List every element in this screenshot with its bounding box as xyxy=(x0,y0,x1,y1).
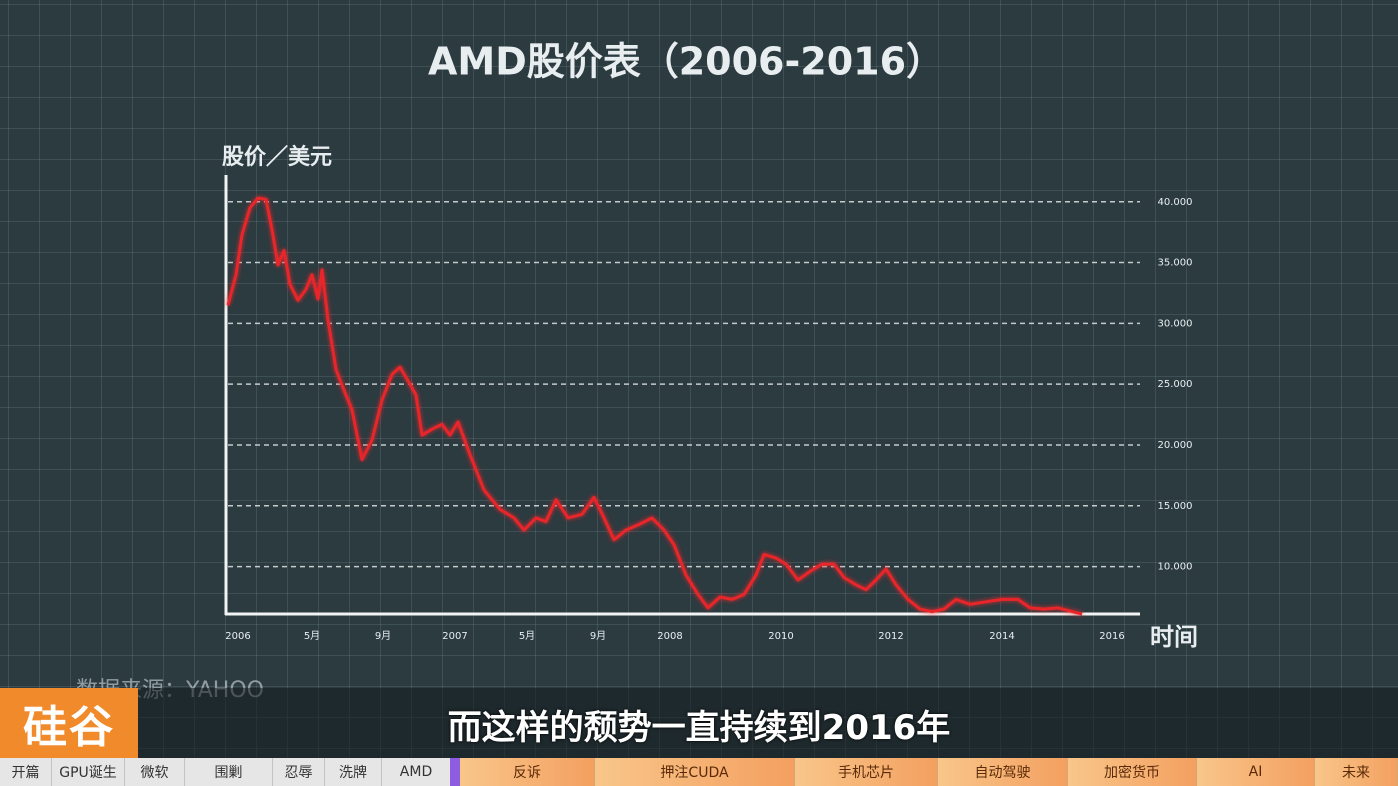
x-tick-label: 2006 xyxy=(225,631,250,642)
x-tick-label: 2008 xyxy=(657,631,682,642)
x-axis-label: 时间 xyxy=(1150,623,1198,651)
y-tick-label: 40.000 xyxy=(1158,197,1193,208)
x-tick-label: 5月 xyxy=(304,630,320,642)
nav-item[interactable]: AMD xyxy=(382,758,460,786)
x-tick-label: 9月 xyxy=(375,630,391,642)
nav-item[interactable]: 加密货币 xyxy=(1068,758,1197,786)
chart: AMD股价表（2006-2016） 股价／美元 时间 10.000 15.000 2… xyxy=(222,40,1198,652)
nav-item[interactable]: 忍辱 xyxy=(273,758,325,786)
y-tick-label: 15.000 xyxy=(1158,501,1193,512)
x-tick-label: 2007 xyxy=(442,631,467,642)
price-line xyxy=(226,196,1083,616)
y-tick-label: 35.000 xyxy=(1158,258,1193,269)
x-tick-label: 9月 xyxy=(590,630,606,642)
y-tick-label: 10.000 xyxy=(1158,562,1193,573)
x-tick-label: 2012 xyxy=(878,631,903,642)
y-tick-label: 20.000 xyxy=(1158,440,1193,451)
y-axis-label: 股价／美元 xyxy=(222,144,332,170)
subtitle: 而这样的颓势一直持续到2016年 xyxy=(447,708,951,748)
subtitle-bar xyxy=(0,688,1398,758)
nav-item[interactable]: 未来 xyxy=(1315,758,1398,786)
nav-item[interactable]: 微软 xyxy=(125,758,185,786)
nav-item[interactable]: GPU诞生 xyxy=(52,758,125,786)
y-tick-label: 30.000 xyxy=(1158,318,1193,329)
chapter-nav: 开篇 GPU诞生 微软 围剿 忍辱 洗牌 AMD 反诉 押注CUDA 手机芯片 自动驾驶 加密货币 AI… xyxy=(0,758,1398,786)
y-tick-label: 25.000 xyxy=(1158,379,1193,390)
nav-item[interactable]: 反诉 xyxy=(460,758,595,786)
x-tick-label: 5月 xyxy=(519,630,535,642)
x-tick-label: 2010 xyxy=(768,631,793,642)
nav-item[interactable]: AI xyxy=(1197,758,1315,786)
nav-item[interactable]: 开篇 xyxy=(0,758,52,786)
x-tick-label: 2016 xyxy=(1099,631,1124,642)
chart-title: AMD股价表（2006-2016） xyxy=(428,40,944,84)
x-tick-label: 2014 xyxy=(989,631,1014,642)
nav-item[interactable]: 自动驾驶 xyxy=(938,758,1068,786)
nav-item[interactable]: 围剿 xyxy=(185,758,273,786)
logo: 硅谷 xyxy=(0,688,138,758)
nav-item[interactable]: 手机芯片 xyxy=(795,758,938,786)
nav-item[interactable]: 洗牌 xyxy=(325,758,382,786)
nav-item[interactable]: 押注CUDA xyxy=(595,758,795,786)
